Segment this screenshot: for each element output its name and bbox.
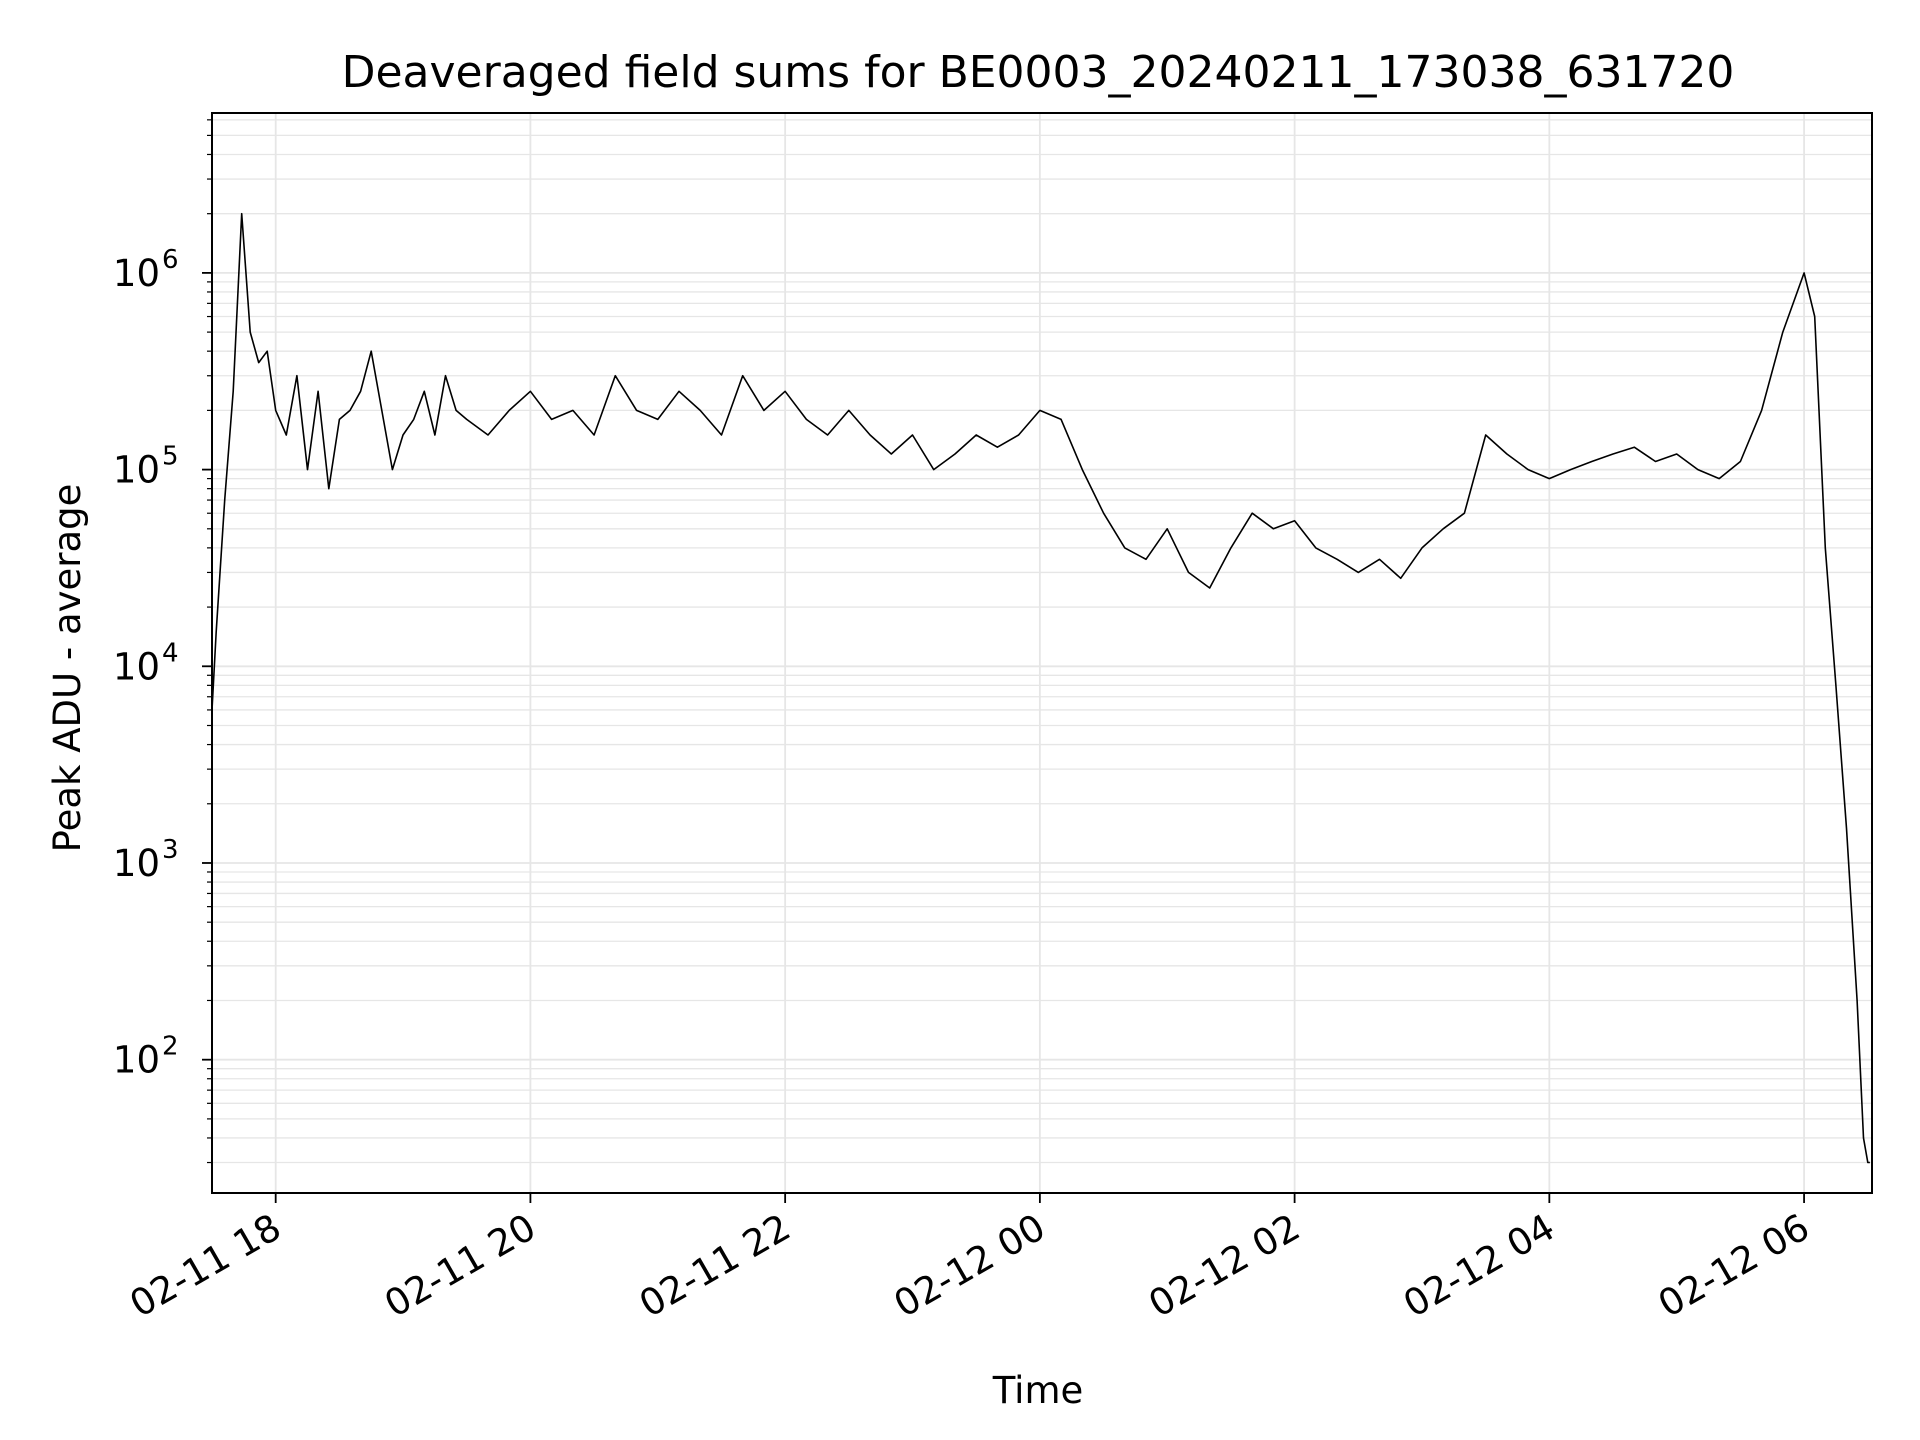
y-tick-label: 10 4 bbox=[113, 638, 179, 688]
y-tick-label: 10 2 bbox=[113, 1032, 179, 1082]
y-tick-exponent: 4 bbox=[162, 638, 179, 668]
y-tick-base: 10 bbox=[113, 449, 160, 492]
y-tick-base: 10 bbox=[113, 252, 160, 295]
x-axis-label: Time bbox=[992, 1369, 1084, 1412]
plot-frame bbox=[211, 112, 1873, 1194]
y-tick-base: 10 bbox=[113, 645, 160, 688]
grid-lines bbox=[212, 113, 1872, 1193]
y-tick-base: 10 bbox=[113, 1039, 160, 1082]
y-axis-label: Peak ADU - average bbox=[46, 484, 89, 853]
series-line-0 bbox=[211, 212, 1870, 1164]
y-tick-label: 10 5 bbox=[113, 442, 179, 492]
y-tick-exponent: 2 bbox=[162, 1032, 179, 1062]
chart-title: Deaveraged field sums for BE0003_2024021… bbox=[342, 47, 1735, 98]
data-series bbox=[211, 212, 1870, 1164]
y-tick-exponent: 6 bbox=[162, 245, 179, 275]
y-tick-label: 10 3 bbox=[113, 835, 179, 885]
y-tick-label: 10 6 bbox=[113, 245, 179, 295]
y-tick-exponent: 5 bbox=[162, 442, 179, 472]
y-tick-base: 10 bbox=[113, 842, 160, 885]
y-tick-exponent: 3 bbox=[162, 835, 179, 865]
